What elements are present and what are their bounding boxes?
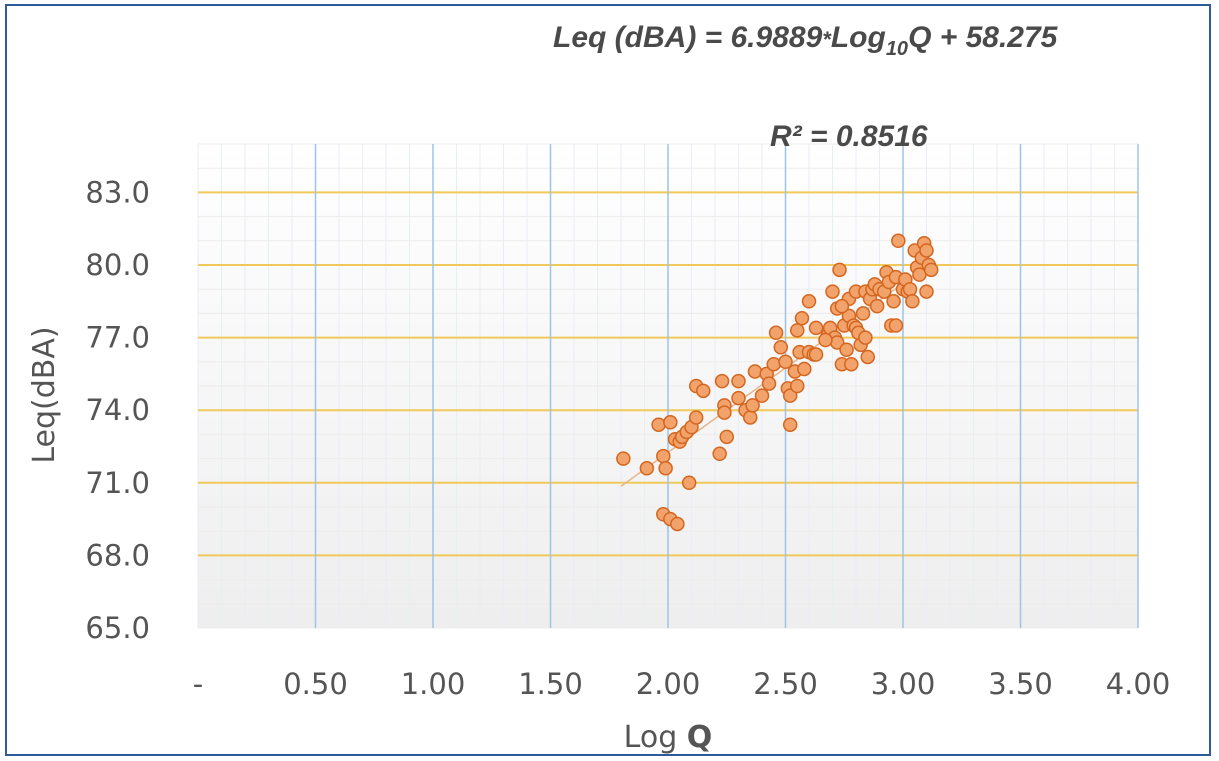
vertical-gridlines: [314, 144, 1139, 628]
x-tick-label: 3.50: [988, 667, 1053, 701]
x-tick-label: 1.00: [401, 667, 466, 701]
data-point: [731, 390, 746, 406]
data-point: [747, 364, 763, 379]
data-point: [778, 354, 793, 370]
y-tick-label: 80.0: [85, 248, 150, 282]
data-point: [818, 332, 833, 348]
x-tick-label: 3.00: [871, 667, 936, 701]
data-point: [832, 262, 847, 278]
data-point: [714, 373, 730, 389]
data-point: [869, 298, 885, 314]
data-point: [923, 262, 939, 278]
data-point: [651, 417, 666, 432]
data-point: [761, 376, 777, 391]
data-point: [681, 475, 697, 491]
data-point: [834, 298, 850, 314]
data-point: [919, 284, 934, 299]
data-point: [839, 342, 854, 357]
data-point: [782, 388, 798, 403]
data-point: [790, 378, 805, 394]
x-tick-label: -: [193, 667, 203, 701]
data-point: [754, 388, 770, 403]
data-point: [905, 294, 920, 309]
data-point: [663, 415, 678, 430]
x-axis-title-variable: Q: [687, 720, 713, 755]
data-point: [858, 330, 873, 345]
data-point: [808, 347, 824, 362]
data-point: [745, 398, 760, 413]
x-tick-label: 0.50: [283, 667, 348, 701]
x-tick-label: 1.50: [518, 667, 583, 701]
equation-operator: *: [822, 27, 832, 52]
data-point: [719, 429, 734, 445]
equation-log: Log: [831, 21, 886, 54]
data-point: [639, 461, 655, 476]
data-point: [794, 310, 810, 326]
data-point: [670, 516, 685, 532]
data-point: [808, 320, 824, 336]
data-point: [773, 340, 789, 355]
data-point: [656, 448, 671, 464]
data-point: [712, 446, 727, 462]
x-axis-title-prefix: Log: [624, 720, 687, 755]
y-tick-label: 83.0: [85, 175, 150, 209]
x-axis-tick-labels: - 0.50 1.00 1.50 2.00 2.50 3.00 3.50 4.00: [193, 667, 1171, 701]
data-point: [658, 461, 673, 476]
y-tick-label: 65.0: [85, 611, 150, 645]
data-points: [616, 233, 939, 532]
data-point: [766, 356, 781, 372]
data-point: [902, 281, 918, 297]
data-point: [743, 410, 758, 425]
x-tick-label: 4.00: [1106, 667, 1171, 701]
data-point: [860, 349, 875, 365]
data-point: [616, 451, 631, 466]
y-tick-label: 68.0: [85, 538, 150, 572]
equation-log-base: 10: [886, 38, 908, 60]
data-point: [844, 356, 859, 372]
r-squared-label: R² = 0.8516: [770, 120, 928, 153]
y-axis-title: Leq(dBA): [27, 326, 62, 463]
x-tick-label: 2.00: [636, 667, 701, 701]
data-point: [790, 323, 805, 338]
y-tick-label: 71.0: [85, 466, 150, 500]
x-tick-label: 2.50: [753, 667, 818, 701]
data-point: [886, 294, 901, 309]
data-point: [696, 383, 711, 399]
data-point: [731, 373, 746, 389]
equation-prefix: Leq (dBA) = 6.9889: [553, 21, 823, 54]
y-axis-tick-labels: 65.0 68.0 71.0 74.0 77.0 80.0 83.0: [85, 175, 150, 645]
data-point: [797, 361, 812, 377]
data-point: [768, 325, 784, 341]
x-axis-title: Log Q: [624, 720, 713, 755]
data-point: [855, 306, 871, 321]
data-point: [919, 243, 934, 258]
data-point: [888, 318, 904, 333]
equation-suffix: Q + 58.275: [908, 21, 1059, 54]
y-tick-label: 74.0: [85, 393, 150, 427]
data-point: [717, 405, 732, 420]
data-point: [688, 410, 704, 425]
regression-equation: Leq (dBA) = 6.9889*Log10Q + 58.275: [553, 21, 1059, 60]
data-point: [801, 294, 817, 309]
data-point: [891, 233, 906, 249]
data-point: [782, 417, 798, 432]
data-point: [825, 284, 840, 299]
y-tick-label: 77.0: [85, 321, 150, 355]
